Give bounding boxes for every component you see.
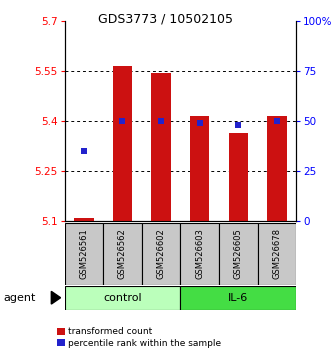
Bar bbox=[258, 223, 296, 285]
Bar bbox=[151, 73, 171, 221]
Bar bbox=[219, 223, 258, 285]
Bar bbox=[180, 223, 219, 285]
Bar bbox=[65, 286, 180, 310]
Point bbox=[274, 118, 280, 124]
Legend: transformed count, percentile rank within the sample: transformed count, percentile rank withi… bbox=[58, 327, 221, 348]
Point bbox=[236, 122, 241, 128]
Text: control: control bbox=[103, 293, 142, 303]
Point bbox=[197, 120, 202, 126]
Bar bbox=[190, 116, 209, 221]
Bar bbox=[180, 286, 296, 310]
Bar bbox=[113, 66, 132, 221]
Point bbox=[81, 148, 86, 154]
Bar bbox=[65, 223, 103, 285]
Text: agent: agent bbox=[3, 293, 36, 303]
Text: GSM526678: GSM526678 bbox=[272, 228, 281, 280]
Text: GDS3773 / 10502105: GDS3773 / 10502105 bbox=[98, 12, 233, 25]
Bar bbox=[142, 223, 180, 285]
Bar bbox=[229, 133, 248, 221]
Polygon shape bbox=[51, 291, 61, 304]
Point bbox=[120, 118, 125, 124]
Text: GSM526602: GSM526602 bbox=[157, 229, 166, 279]
Text: GSM526603: GSM526603 bbox=[195, 229, 204, 279]
Text: GSM526562: GSM526562 bbox=[118, 229, 127, 279]
Text: GSM526561: GSM526561 bbox=[79, 229, 88, 279]
Point bbox=[159, 118, 164, 124]
Bar bbox=[267, 116, 287, 221]
Bar bbox=[74, 218, 93, 221]
Text: GSM526605: GSM526605 bbox=[234, 229, 243, 279]
Text: IL-6: IL-6 bbox=[228, 293, 249, 303]
Bar bbox=[103, 223, 142, 285]
